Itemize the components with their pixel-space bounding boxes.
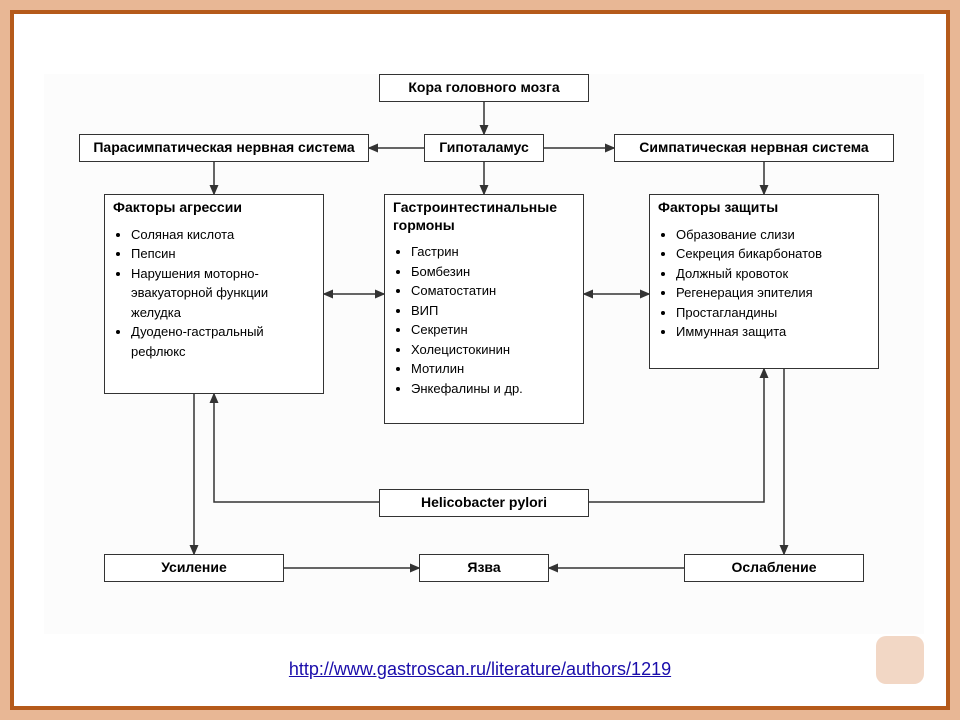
list-item: ВИП [411,301,575,321]
list-item: Образование слизи [676,225,870,245]
node-horm: Гастроинтестинальные гормоны ГастринБомбе… [384,194,584,424]
node-def: Факторы защиты Образование слизиСекреция … [649,194,879,369]
list-item: Нарушения моторно-эвакуаторной функции ж… [131,264,315,323]
node-heli: Helicobacter pylori [379,489,589,517]
node-parasym-title: Парасимпатическая нервная система [93,139,354,157]
list-item: Простагландины [676,303,870,323]
node-hypo: Гипоталамус [424,134,544,162]
node-def-title: Факторы защиты [658,199,870,217]
list-item: Дуодено-гастральный рефлюкс [131,322,315,361]
node-yazva: Язва [419,554,549,582]
node-sym-title: Симпатическая нервная система [639,139,868,157]
corner-decoration [876,636,924,684]
slide-frame: Кора головного мозга Парасимпатическая не… [10,10,950,710]
node-cortex: Кора головного мозга [379,74,589,102]
node-heli-title: Helicobacter pylori [421,494,547,512]
list-item: Секреция бикарбонатов [676,244,870,264]
list-item: Регенерация эпителия [676,283,870,303]
flowchart-diagram: Кора головного мозга Парасимпатическая не… [44,74,924,634]
node-oslab-title: Ослабление [732,559,817,577]
node-sym: Симпатическая нервная система [614,134,894,162]
node-parasym: Парасимпатическая нервная система [79,134,369,162]
list-item: Гастрин [411,242,575,262]
list-item: Пепсин [131,244,315,264]
node-oslab: Ослабление [684,554,864,582]
node-usil-title: Усиление [161,559,227,577]
list-item: Соматостатин [411,281,575,301]
node-hypo-title: Гипоталамус [439,139,529,157]
list-item: Холецистокинин [411,340,575,360]
node-usil: Усиление [104,554,284,582]
node-aggr-title: Факторы агрессии [113,199,315,217]
node-horm-title: Гастроинтестинальные гормоны [393,199,575,234]
list-item: Мотилин [411,359,575,379]
list-item: Соляная кислота [131,225,315,245]
list-item: Секретин [411,320,575,340]
node-def-list: Образование слизиСекреция бикарбонатовДо… [658,225,870,342]
list-item: Бомбезин [411,262,575,282]
list-item: Должный кровоток [676,264,870,284]
node-aggr-list: Соляная кислотаПепсинНарушения моторно-э… [113,225,315,362]
node-horm-list: ГастринБомбезинСоматостатинВИПСекретинХо… [393,242,575,398]
list-item: Иммунная защита [676,322,870,342]
node-yazva-title: Язва [467,559,500,577]
node-aggr: Факторы агрессии Соляная кислотаПепсинНар… [104,194,324,394]
node-cortex-title: Кора головного мозга [408,79,559,97]
list-item: Энкефалины и др. [411,379,575,399]
source-link[interactable]: http://www.gastroscan.ru/literature/auth… [289,659,671,680]
